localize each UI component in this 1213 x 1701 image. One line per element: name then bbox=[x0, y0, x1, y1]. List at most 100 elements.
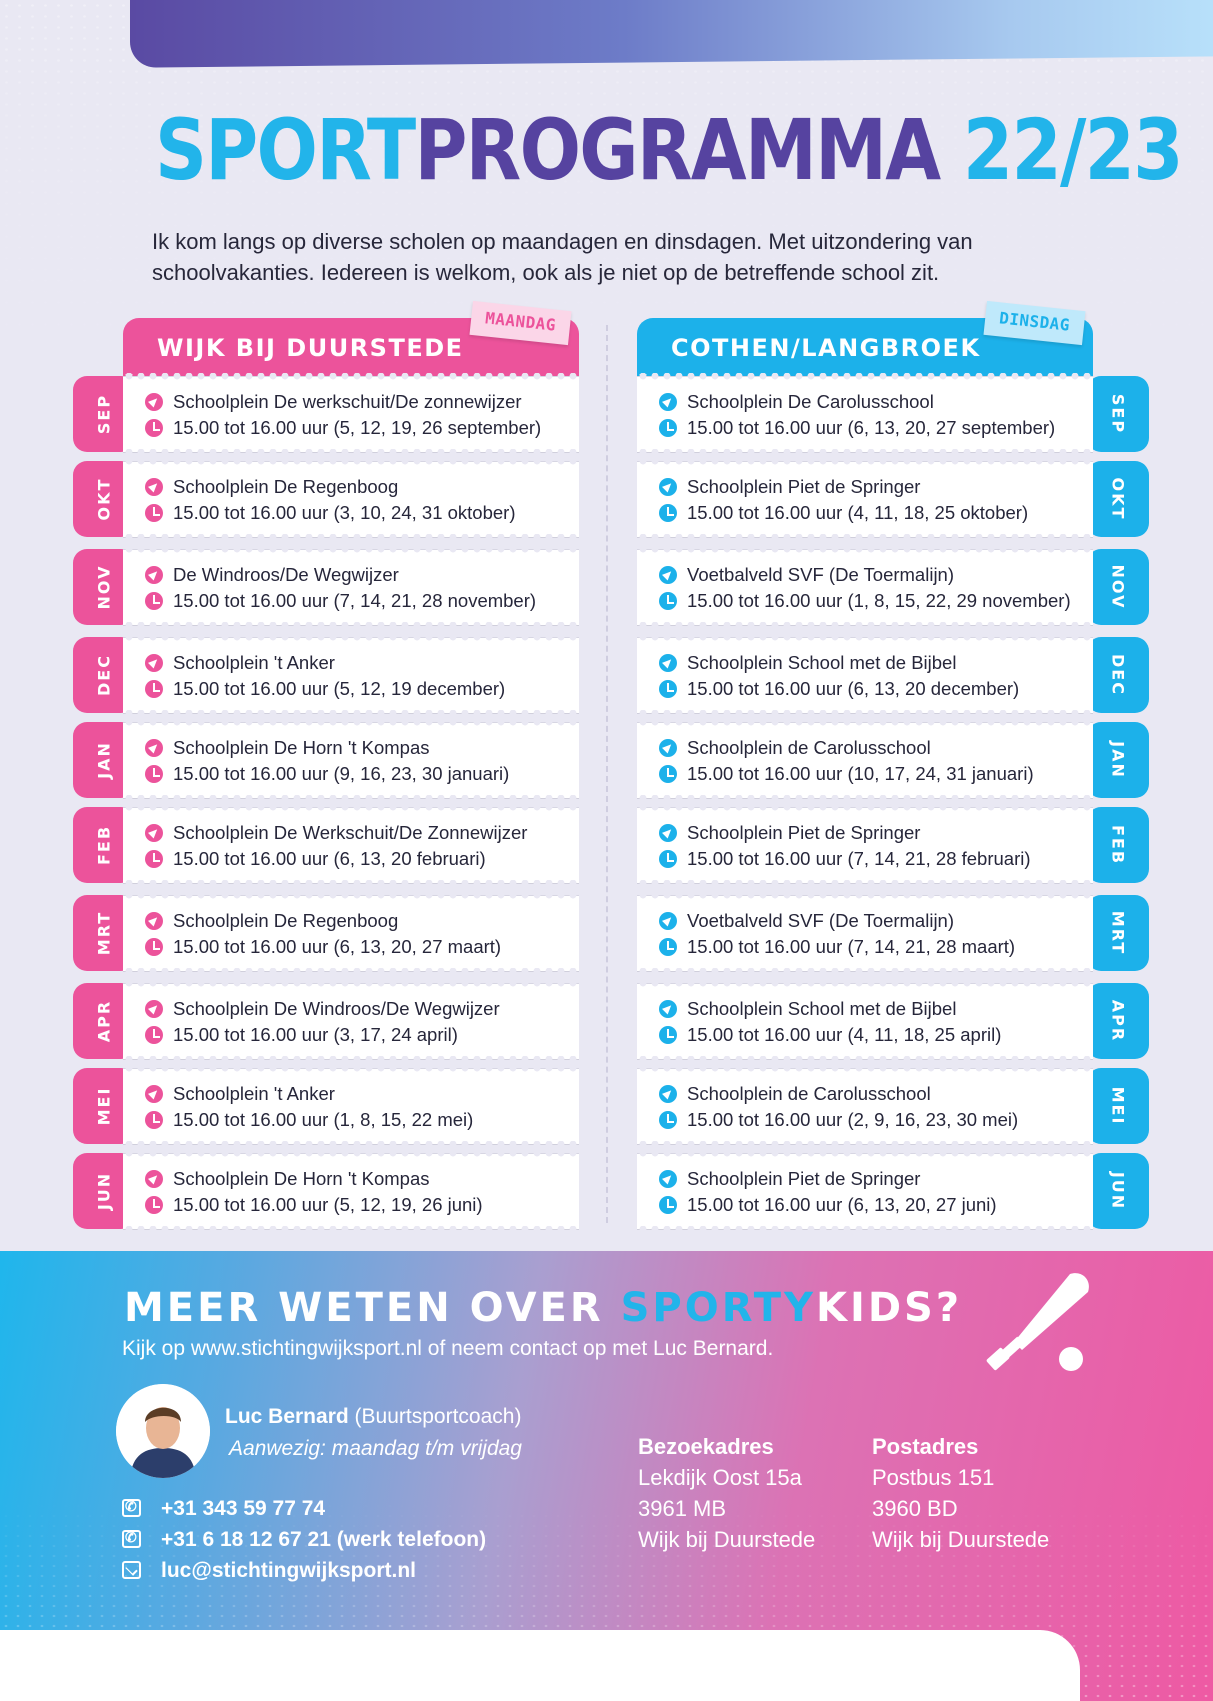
location-icon bbox=[145, 1085, 163, 1103]
location-icon bbox=[659, 824, 677, 842]
time-line: 15.00 tot 16.00 uur (6, 13, 20, 27 septe… bbox=[659, 417, 1055, 439]
intro-text: Ik kom langs op diverse scholen op maand… bbox=[152, 229, 973, 285]
clock-icon bbox=[145, 850, 163, 868]
postal-address-heading: Postadres bbox=[872, 1434, 979, 1459]
month-text: SEP bbox=[94, 393, 114, 435]
location-line: Schoolplein Piet de Springer bbox=[659, 822, 920, 844]
page-title: SPORTPROGRAMMA 22/23 bbox=[155, 108, 1183, 192]
location-icon bbox=[145, 478, 163, 496]
location-text: Schoolplein De Regenboog bbox=[173, 476, 399, 497]
location-line: De Windroos/De Wegwijzer bbox=[145, 564, 399, 586]
clock-icon bbox=[659, 419, 677, 437]
clock-icon bbox=[659, 680, 677, 698]
clock-icon bbox=[659, 938, 677, 956]
schedule-row: FEB Schoolplein Piet de Springer 15.00 t… bbox=[637, 804, 1177, 887]
location-line: Schoolplein De Regenboog bbox=[145, 910, 398, 932]
avatar bbox=[116, 1384, 210, 1478]
location-line: Schoolplein 't Anker bbox=[145, 1083, 335, 1105]
email-item[interactable]: luc@stichtingwijksport.nl bbox=[122, 1559, 486, 1590]
clock-icon bbox=[145, 1196, 163, 1214]
schedule-header-label: WIJK BIJ DUURSTEDE bbox=[157, 334, 464, 362]
time-text: 15.00 tot 16.00 uur (6, 13, 20 december) bbox=[687, 678, 1020, 699]
month-label: OKT bbox=[1087, 461, 1149, 537]
location-icon bbox=[145, 912, 163, 930]
schedule-row: NOV De Windroos/De Wegwijzer 15.00 tot 1… bbox=[73, 546, 613, 629]
clock-icon bbox=[145, 938, 163, 956]
phone-item[interactable]: +31 6 18 12 67 21 (werk telefoon) bbox=[122, 1528, 486, 1559]
schedule-card: Schoolplein De Horn 't Kompas 15.00 tot … bbox=[123, 719, 579, 802]
month-text: FEB bbox=[94, 824, 114, 866]
month-label: MEI bbox=[1087, 1068, 1149, 1144]
clock-icon bbox=[659, 1196, 677, 1214]
time-text: 15.00 tot 16.00 uur (7, 14, 21, 28 novem… bbox=[173, 590, 537, 611]
schedule-row: MRT Schoolplein De Regenboog 15.00 tot 1… bbox=[73, 892, 613, 975]
contact-role: (Buurtsportcoach) bbox=[348, 1405, 522, 1428]
clock-icon bbox=[659, 1111, 677, 1129]
schedule-card: Schoolplein 't Anker 15.00 tot 16.00 uur… bbox=[123, 1065, 579, 1148]
location-line: Voetbalveld SVF (De Toermalijn) bbox=[659, 910, 954, 932]
month-text: SEP bbox=[1108, 393, 1128, 435]
schedule-row: DEC Schoolplein 't Anker 15.00 tot 16.00… bbox=[73, 634, 613, 717]
schedule-card: Voetbalveld SVF (De Toermalijn) 15.00 to… bbox=[637, 546, 1093, 629]
contact-name: Luc Bernard bbox=[225, 1405, 349, 1428]
mail-icon bbox=[122, 1561, 141, 1579]
clock-icon bbox=[145, 1026, 163, 1044]
location-line: Schoolplein School met de Bijbel bbox=[659, 652, 956, 674]
email-address[interactable]: luc@stichtingwijksport.nl bbox=[161, 1559, 416, 1582]
clock-icon bbox=[659, 1026, 677, 1044]
clock-icon bbox=[145, 592, 163, 610]
month-text: DEC bbox=[1108, 654, 1128, 696]
schedule-row: JUN Schoolplein De Horn 't Kompas 15.00 … bbox=[73, 1150, 613, 1233]
visit-address-line: Lekdijk Oost 15a bbox=[638, 1465, 802, 1490]
schedule-row: SEP Schoolplein De Carolusschool 15.00 t… bbox=[637, 373, 1177, 456]
month-text: OKT bbox=[1108, 477, 1128, 521]
schedule-card: Schoolplein Piet de Springer 15.00 tot 1… bbox=[637, 1150, 1093, 1233]
time-text: 15.00 tot 16.00 uur (4, 11, 18, 25 april… bbox=[687, 1024, 1002, 1045]
location-line: Schoolplein Piet de Springer bbox=[659, 1168, 920, 1190]
time-text: 15.00 tot 16.00 uur (1, 8, 15, 22, 29 no… bbox=[687, 590, 1071, 611]
clock-icon bbox=[659, 504, 677, 522]
location-line: Schoolplein Piet de Springer bbox=[659, 476, 920, 498]
month-text: JUN bbox=[1108, 1171, 1128, 1211]
schedule-row: DEC Schoolplein School met de Bijbel 15.… bbox=[637, 634, 1177, 717]
footer-speckle bbox=[0, 1251, 1213, 1701]
phone-number[interactable]: +31 343 59 77 74 bbox=[161, 1497, 326, 1520]
location-text: Schoolplein De werkschuit/De zonnewijzer bbox=[173, 391, 522, 412]
location-icon bbox=[145, 824, 163, 842]
location-text: Schoolplein 't Anker bbox=[173, 1083, 335, 1104]
location-icon bbox=[659, 1000, 677, 1018]
footer-title-after: KIDS? bbox=[815, 1285, 963, 1331]
schedule-row: JAN Schoolplein De Horn 't Kompas 15.00 … bbox=[73, 719, 613, 802]
schedule-card: Schoolplein de Carolusschool 15.00 tot 1… bbox=[637, 719, 1093, 802]
postal-address-line: Wijk bij Duurstede bbox=[872, 1527, 1050, 1552]
location-text: Schoolplein De Regenboog bbox=[173, 910, 399, 931]
location-line: Schoolplein de Carolusschool bbox=[659, 737, 931, 759]
time-text: 15.00 tot 16.00 uur (7, 14, 21, 28 febru… bbox=[687, 848, 1031, 869]
phone-icon bbox=[122, 1498, 141, 1517]
top-decorative-band bbox=[130, 0, 1213, 68]
month-text: NOV bbox=[1108, 564, 1128, 610]
time-text: 15.00 tot 16.00 uur (5, 12, 19, 26 septe… bbox=[173, 417, 542, 438]
time-line: 15.00 tot 16.00 uur (7, 14, 21, 28 febru… bbox=[659, 848, 1031, 870]
location-text: Schoolplein De Horn 't Kompas bbox=[173, 1168, 430, 1189]
month-label: JUN bbox=[1087, 1153, 1149, 1229]
time-line: 15.00 tot 16.00 uur (1, 8, 15, 22 mei) bbox=[145, 1109, 473, 1131]
phone-item[interactable]: +31 343 59 77 74 bbox=[122, 1497, 486, 1528]
location-line: Schoolplein 't Anker bbox=[145, 652, 335, 674]
location-line: Schoolplein De Horn 't Kompas bbox=[145, 737, 430, 759]
schedule-row: JAN Schoolplein de Carolusschool 15.00 t… bbox=[637, 719, 1177, 802]
time-text: 15.00 tot 16.00 uur (6, 13, 20, 27 maart… bbox=[173, 936, 502, 957]
clock-icon bbox=[145, 765, 163, 783]
clock-icon bbox=[145, 504, 163, 522]
location-text: De Windroos/De Wegwijzer bbox=[173, 564, 399, 585]
contact-footer bbox=[0, 1251, 1213, 1701]
schedule-row: FEB Schoolplein De Werkschuit/De Zonnewi… bbox=[73, 804, 613, 887]
column-divider bbox=[606, 325, 608, 1223]
location-text: Schoolplein Piet de Springer bbox=[687, 1168, 921, 1189]
time-text: 15.00 tot 16.00 uur (10, 17, 24, 31 janu… bbox=[687, 763, 1034, 784]
schedule-card: Schoolplein De werkschuit/De zonnewijzer… bbox=[123, 373, 579, 456]
phone-number[interactable]: +31 6 18 12 67 21 (werk telefoon) bbox=[161, 1528, 487, 1551]
location-line: Schoolplein De Horn 't Kompas bbox=[145, 1168, 430, 1190]
time-text: 15.00 tot 16.00 uur (6, 13, 20, 27 septe… bbox=[687, 417, 1056, 438]
month-label: SEP bbox=[1087, 376, 1149, 452]
